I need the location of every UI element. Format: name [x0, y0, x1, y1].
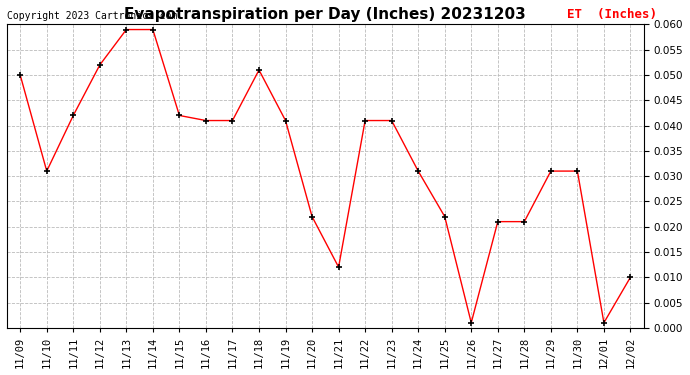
Title: Evapotranspiration per Day (Inches) 20231203: Evapotranspiration per Day (Inches) 2023… — [124, 7, 526, 22]
Text: Copyright 2023 Cartronics.com: Copyright 2023 Cartronics.com — [7, 12, 177, 21]
Text: ET  (Inches): ET (Inches) — [567, 9, 658, 21]
